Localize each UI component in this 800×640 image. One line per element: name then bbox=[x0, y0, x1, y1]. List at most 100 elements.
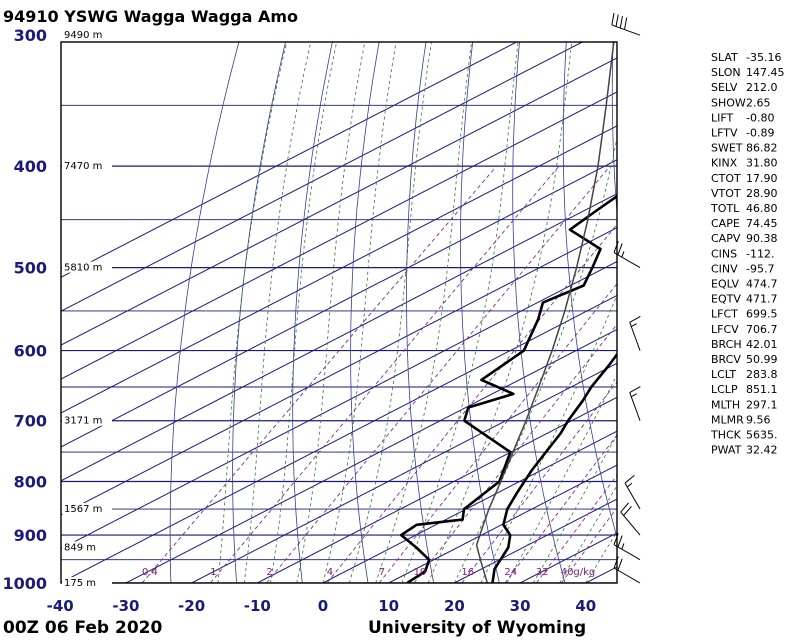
isotherm-line bbox=[61, 91, 617, 380]
temperature-tick-label: 20 bbox=[444, 597, 465, 615]
isotherm-line bbox=[61, 42, 517, 278]
dry-adiabat bbox=[169, 42, 240, 583]
index-value: 471.7 bbox=[746, 293, 778, 306]
index-value: 50.99 bbox=[746, 353, 778, 366]
moist-adiabat bbox=[296, 42, 366, 583]
dry-adiabat bbox=[562, 42, 617, 539]
mixing-ratio-line bbox=[461, 381, 617, 583]
height-label-bg bbox=[62, 29, 112, 41]
mixing-ratio-label: 10 bbox=[414, 567, 427, 578]
index-name: EQTV bbox=[711, 293, 741, 306]
dry-adiabat bbox=[611, 42, 617, 218]
wind-barb-feather bbox=[624, 17, 628, 30]
temperature-tick-label: 0 bbox=[318, 597, 328, 615]
index-value: 31.80 bbox=[746, 157, 778, 170]
index-name: SWET bbox=[711, 142, 743, 155]
moist-adiabat bbox=[270, 42, 338, 583]
height-label: 849 m bbox=[64, 543, 96, 554]
temperature-tick-label: -30 bbox=[112, 597, 139, 615]
isotherm-line bbox=[61, 57, 617, 346]
height-label: 1567 m bbox=[64, 504, 102, 515]
index-value: 28.90 bbox=[746, 187, 778, 200]
moist-adiabat bbox=[401, 42, 519, 583]
wind-barb-half-feather bbox=[621, 543, 625, 550]
pressure-tick-label: 500 bbox=[14, 259, 47, 278]
wind-barb-feather bbox=[613, 533, 619, 545]
pressure-tick-label: 1000 bbox=[2, 574, 47, 593]
mixing-ratio-line bbox=[266, 165, 611, 583]
index-value: -35.16 bbox=[746, 51, 781, 64]
index-name: SLAT bbox=[711, 51, 738, 64]
index-value: 706.7 bbox=[746, 323, 778, 336]
mixing-ratio-line bbox=[378, 283, 617, 583]
temperature-tick-label: 30 bbox=[510, 597, 531, 615]
index-name: THCK bbox=[710, 429, 742, 442]
isotherm-line bbox=[61, 193, 617, 482]
index-value: 42.01 bbox=[746, 338, 778, 351]
dry-adiabat bbox=[292, 42, 333, 583]
height-label: 5810 m bbox=[64, 263, 102, 274]
index-name: CINS bbox=[711, 247, 737, 260]
moist-adiabat bbox=[322, 42, 397, 583]
wind-barb-half-feather bbox=[626, 482, 633, 488]
index-value: 147.45 bbox=[746, 66, 785, 79]
wind-barb-feather bbox=[613, 241, 619, 253]
moist-adiabat bbox=[506, 374, 617, 583]
mixing-ratio-line bbox=[141, 165, 498, 583]
index-name: MLTH bbox=[711, 398, 740, 411]
height-label-bg bbox=[62, 577, 112, 588]
index-name: BRCH bbox=[711, 338, 742, 351]
wind-barb-staff bbox=[613, 544, 641, 561]
index-name: SELV bbox=[711, 81, 738, 94]
index-name: CINV bbox=[711, 262, 738, 275]
wind-barb-staff bbox=[629, 322, 641, 351]
index-value: 283.8 bbox=[746, 368, 778, 381]
index-name: LIFT bbox=[711, 111, 734, 124]
source-label: University of Wyoming bbox=[368, 618, 586, 638]
height-label: 7470 m bbox=[64, 161, 102, 172]
temperature-tick-label: -20 bbox=[178, 597, 205, 615]
wind-barb-feather bbox=[617, 535, 623, 548]
isotherm-line bbox=[61, 227, 617, 516]
index-value: 32.42 bbox=[746, 444, 778, 457]
mixing-ratio-label: 32 bbox=[536, 567, 549, 578]
grid bbox=[61, 42, 617, 583]
height-label-bg bbox=[62, 541, 112, 553]
mixing-ratio-label: 24 bbox=[504, 567, 517, 578]
index-value: 90.38 bbox=[746, 232, 778, 245]
moist-adiabat bbox=[348, 42, 432, 583]
isotherm-line bbox=[61, 159, 617, 448]
dry-adiabat bbox=[350, 42, 380, 583]
moist-adiabat bbox=[532, 433, 617, 583]
index-name: PWAT bbox=[711, 444, 742, 457]
mixing-ratio-line bbox=[560, 507, 617, 583]
index-value: 212.0 bbox=[746, 81, 778, 94]
isotherm-line bbox=[61, 260, 617, 550]
index-name: LCLT bbox=[711, 368, 736, 381]
station-title: 94910 YSWG Wagga Wagga Amo bbox=[3, 7, 298, 26]
index-name: EQLV bbox=[711, 278, 740, 291]
wind-barb-staff bbox=[624, 482, 641, 510]
index-value: 474.7 bbox=[746, 278, 778, 291]
wind-barb-feather bbox=[615, 14, 619, 27]
index-name: LCLP bbox=[711, 383, 738, 396]
index-value: -112. bbox=[746, 247, 774, 260]
wind-barb-feather bbox=[629, 315, 641, 323]
index-name: LFTV bbox=[711, 127, 738, 140]
index-value: -95.7 bbox=[746, 262, 774, 275]
isotherm-line bbox=[191, 362, 617, 583]
height-label: 3171 m bbox=[64, 416, 102, 427]
wind-barb-feather bbox=[617, 243, 623, 256]
pressure-tick-label: 800 bbox=[14, 472, 47, 491]
height-label-bg bbox=[62, 261, 112, 273]
index-name: LFCV bbox=[711, 323, 739, 336]
pressure-tick-label: 700 bbox=[14, 412, 47, 431]
wind-barb-feather bbox=[613, 556, 619, 569]
temperature-tick-label: 10 bbox=[378, 597, 399, 615]
isotherm-line bbox=[257, 396, 617, 583]
mixing-ratio-line bbox=[536, 474, 617, 583]
index-value: -0.89 bbox=[746, 127, 774, 140]
isotherm-line bbox=[61, 294, 617, 583]
moist-adiabat bbox=[454, 135, 617, 583]
